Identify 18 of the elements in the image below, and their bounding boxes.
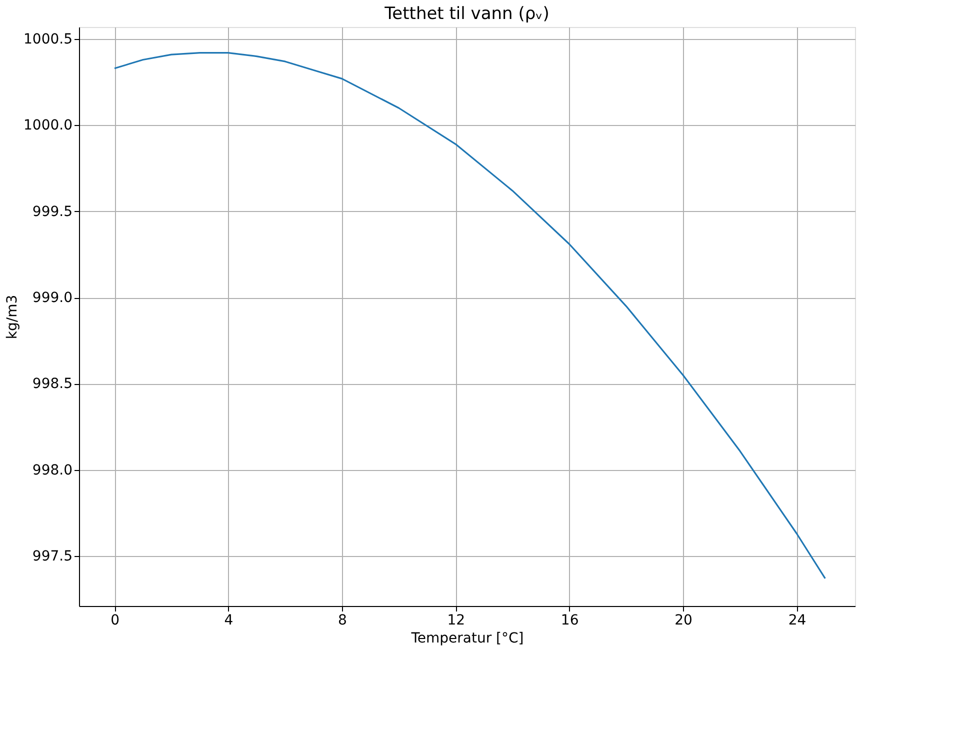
x-tick-label: 24 xyxy=(788,612,806,628)
x-tick-label: 12 xyxy=(447,612,466,628)
x-tick-label: 0 xyxy=(110,612,120,628)
chart-title: Tetthet til vann (ρᵥ) xyxy=(384,4,550,24)
x-axis-title: Temperatur [°C] xyxy=(410,630,524,646)
y-tick-label: 999.5 xyxy=(32,204,72,220)
y-tick-label: 1000.5 xyxy=(24,32,72,48)
x-tick-label: 4 xyxy=(224,612,234,628)
y-tick-label: 999.0 xyxy=(32,290,72,306)
y-axis-title: kg/m3 xyxy=(4,294,21,340)
x-tick-label: 20 xyxy=(674,612,692,628)
y-tick-label: 998.5 xyxy=(32,376,72,392)
y-tick-label: 998.0 xyxy=(32,462,72,478)
x-tick-label: 8 xyxy=(338,612,347,628)
y-tick-label: 1000.0 xyxy=(24,118,72,134)
line-series xyxy=(114,52,826,580)
x-tick-label: 16 xyxy=(560,612,579,628)
y-tick-label: 997.5 xyxy=(32,548,72,565)
